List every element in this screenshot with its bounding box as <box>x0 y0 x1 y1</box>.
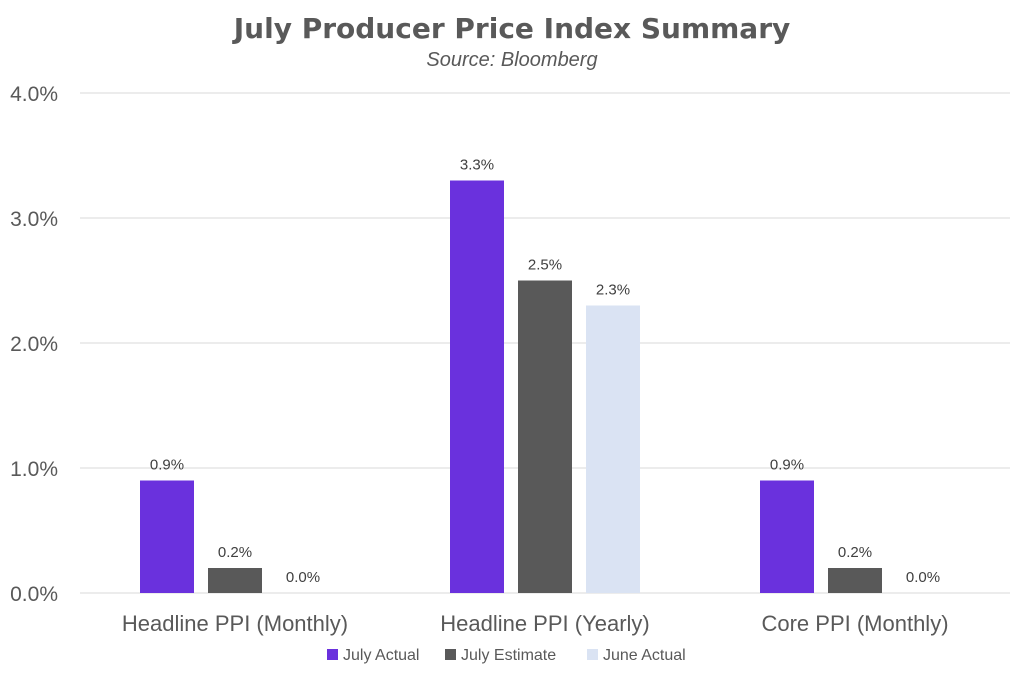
legend-label: June Actual <box>603 647 686 664</box>
bar-june-actual <box>586 305 640 593</box>
data-label: 0.0% <box>906 569 940 586</box>
bar-july-estimate <box>208 568 262 593</box>
bar-july-actual <box>450 180 504 593</box>
data-label: 0.2% <box>218 544 252 561</box>
data-label: 2.5% <box>528 257 562 274</box>
x-axis-ticks: Headline PPI (Monthly) Headline PPI (Year… <box>122 611 949 636</box>
legend: July Actual July Estimate June Actual <box>327 647 686 664</box>
y-axis-ticks: 0.0% 1.0% 2.0% 3.0% 4.0% <box>10 83 58 606</box>
data-labels: 0.9% 0.2% 0.0% 3.3% 2.5% 2.3% 0.9% 0.2% 0.0% <box>150 157 940 587</box>
bar-july-estimate <box>518 280 572 593</box>
y-tick-label: 1.0% <box>10 458 58 481</box>
x-tick-label: Core PPI (Monthly) <box>761 611 948 636</box>
legend-swatch <box>445 649 456 660</box>
y-tick-label: 4.0% <box>10 83 58 106</box>
data-label: 0.0% <box>286 569 320 586</box>
data-label: 2.3% <box>596 282 630 299</box>
y-tick-label: 3.0% <box>10 208 58 231</box>
data-label: 3.3% <box>460 157 494 174</box>
x-tick-label: Headline PPI (Monthly) <box>122 611 348 636</box>
legend-swatch <box>327 649 338 660</box>
y-tick-label: 2.0% <box>10 333 58 356</box>
bar-july-estimate <box>828 568 882 593</box>
chart-title: July Producer Price Index Summary <box>232 12 791 45</box>
bar-july-actual <box>760 480 814 593</box>
data-label: 0.2% <box>838 544 872 561</box>
bar-july-actual <box>140 480 194 593</box>
legend-label: July Actual <box>343 647 419 664</box>
data-label: 0.9% <box>150 457 184 474</box>
chart-subtitle: Source: Bloomberg <box>426 49 597 71</box>
x-tick-label: Headline PPI (Yearly) <box>440 611 650 636</box>
bars <box>140 180 882 593</box>
data-label: 0.9% <box>770 457 804 474</box>
y-tick-label: 0.0% <box>10 583 58 606</box>
legend-swatch <box>587 649 598 660</box>
legend-label: July Estimate <box>461 647 556 664</box>
